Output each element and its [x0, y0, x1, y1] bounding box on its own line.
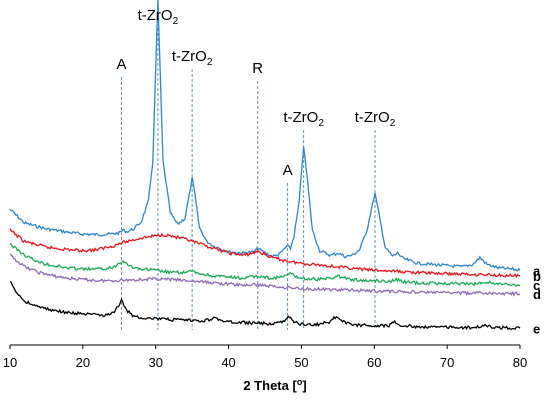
- x-tick-label-80: 80: [513, 355, 527, 370]
- x-axis-title-unit: o: [297, 377, 303, 387]
- series-b-line: [9, 228, 521, 279]
- series-c-line: [9, 243, 521, 288]
- peak-label-0: A: [116, 56, 126, 73]
- x-tick-label-30: 30: [148, 355, 162, 370]
- x-axis-title: 2 Theta [o]: [243, 377, 306, 393]
- series-e-label: e: [533, 321, 540, 336]
- peak-label-3: R: [252, 60, 263, 77]
- series-b-label: b: [533, 269, 541, 284]
- series-d-line: [9, 253, 521, 297]
- peak-label-5: t-ZrO2: [283, 109, 324, 129]
- series-a-label: a: [533, 263, 541, 278]
- series-c-label: c: [533, 278, 540, 293]
- series-layer: [9, 0, 521, 331]
- peak-marker-lines: [120, 28, 376, 330]
- x-tick-label-20: 20: [76, 355, 90, 370]
- series-d-label: d: [533, 287, 541, 302]
- series-e-line: [9, 281, 521, 331]
- series-a-line: [9, 0, 521, 272]
- x-tick-label-70: 70: [440, 355, 454, 370]
- peak-label-2: t-ZrO2: [172, 48, 213, 68]
- x-axis-ticks: 10 20 30 40 50 60 70 80: [3, 345, 527, 370]
- peak-label-6: t-ZrO2: [355, 109, 396, 129]
- x-tick-label-40: 40: [221, 355, 235, 370]
- peak-annotations: At-ZrO2 t-ZrO2 R At-ZrO2 t-ZrO2: [116, 7, 395, 179]
- peak-label-1: t-ZrO2: [138, 7, 179, 27]
- x-tick-label-10: 10: [3, 355, 17, 370]
- x-tick-label-60: 60: [367, 355, 381, 370]
- peak-label-4: A: [283, 162, 293, 179]
- x-tick-label-50: 50: [294, 355, 308, 370]
